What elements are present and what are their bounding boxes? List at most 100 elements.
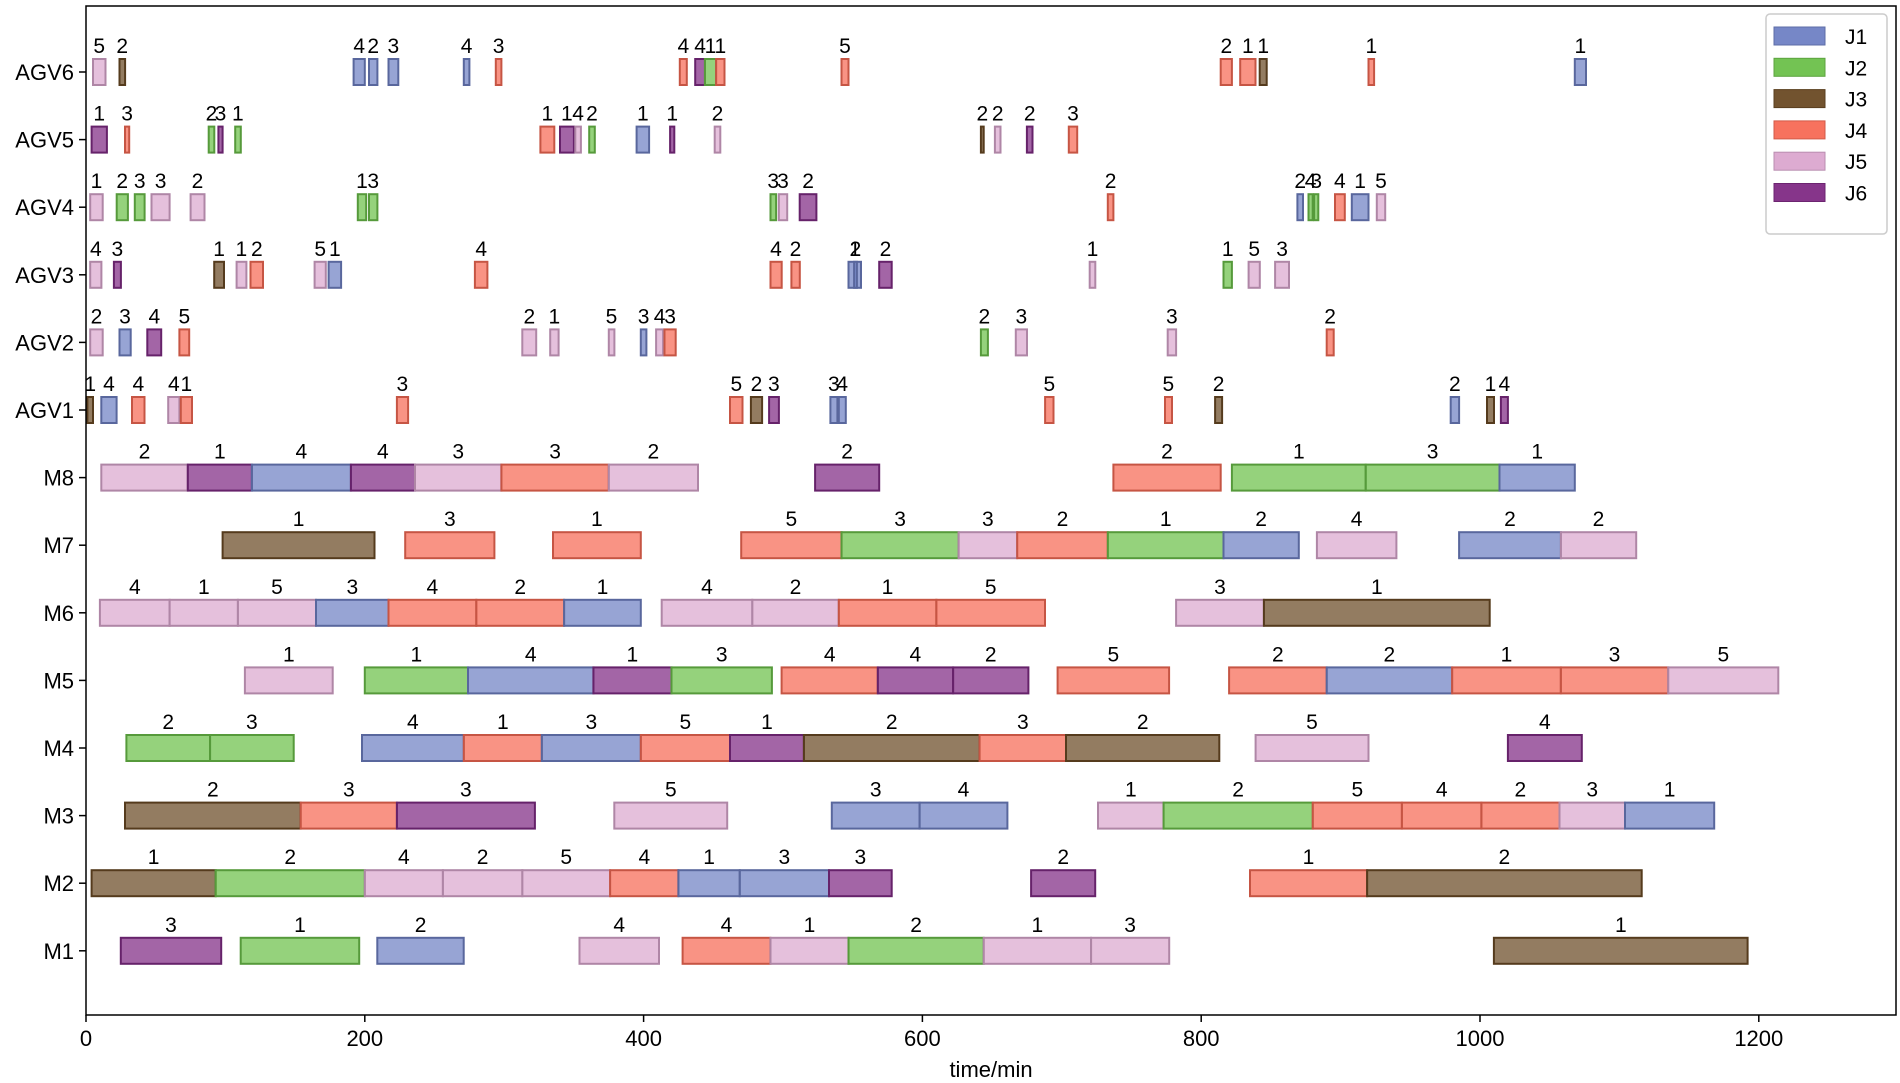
task-label: 1: [1485, 373, 1497, 396]
task-label: 4: [407, 711, 419, 734]
task-bar-agv6-j3: [1258, 58, 1268, 86]
task-bar-agv3-j5: [1274, 260, 1290, 289]
task-label: 1: [283, 643, 295, 666]
task-label: 1: [1257, 35, 1269, 58]
task-label: 5: [1375, 170, 1387, 193]
y-tick-label: M7: [43, 533, 74, 558]
task-label: 1: [1501, 643, 1513, 666]
task-bar-m4-j6: [1506, 734, 1583, 762]
task-bar-m7-j2: [840, 531, 960, 560]
x-tick-label: 1200: [1734, 1026, 1783, 1051]
task-bar-agv1-j1: [829, 396, 839, 424]
task-bar-m1-j4: [681, 936, 772, 965]
task-label: 1: [1293, 441, 1305, 464]
x-axis: 0 200 400 600 800 1000 1200: [80, 1015, 1783, 1051]
task-bar-m5-j5: [243, 666, 334, 695]
task-bar-agv1-j3: [1214, 396, 1224, 424]
task-label: 4: [721, 914, 733, 937]
task-bar-agv1-j1: [837, 396, 847, 424]
task-label: 1: [542, 103, 554, 126]
task-label: 5: [985, 576, 997, 599]
task-label: 2: [1499, 846, 1511, 869]
task-label: 1: [1222, 238, 1234, 261]
task-bar-agv5-j3: [979, 125, 985, 154]
task-bar-m3-j1: [1624, 801, 1716, 830]
legend-label-j4: J4: [1845, 120, 1868, 143]
task-label: 3: [346, 576, 358, 599]
task-bar-agv1-j4: [729, 396, 744, 424]
task-bar-agv2-j4: [1325, 328, 1335, 357]
task-label: 4: [525, 643, 537, 666]
task-label: 2: [1384, 643, 1396, 666]
task-label: 1: [1242, 35, 1254, 58]
task-bar-m2-j6: [828, 869, 893, 898]
task-bar-agv4-j2: [115, 193, 129, 222]
task-label: 5: [560, 846, 572, 869]
task-label: 3: [664, 305, 676, 328]
task-label: 2: [1057, 508, 1069, 531]
task-label: 2: [1057, 846, 1069, 869]
task-label: 1: [549, 305, 561, 328]
task-label: 3: [1609, 643, 1621, 666]
task-bar-m6-j5: [1175, 598, 1265, 627]
task-label: 2: [284, 846, 296, 869]
task-bar-m7-j5: [1315, 531, 1398, 560]
task-bar-agv6-j1: [368, 58, 379, 86]
task-bar-m3-j4: [1480, 801, 1561, 830]
task-label: 3: [767, 170, 779, 193]
task-bar-m4-j4: [639, 734, 731, 762]
task-bar-m8-j6: [349, 463, 416, 492]
task-label: 1: [1160, 508, 1172, 531]
task-bar-agv1-j3: [1486, 396, 1495, 424]
task-label: 2: [207, 779, 219, 802]
plot-area: [86, 6, 1896, 1015]
task-bar-agv3-j6: [112, 260, 122, 289]
task-label: 1: [1354, 170, 1366, 193]
task-bar-m7-j2: [1106, 531, 1225, 560]
task-bar-agv4-j1: [1350, 193, 1370, 222]
task-label: 4: [910, 643, 922, 666]
task-label: 3: [1166, 305, 1178, 328]
task-bar-agv6-j2: [703, 58, 718, 86]
task-label: 3: [121, 103, 133, 126]
task-bar-m8-j1: [1498, 463, 1576, 492]
task-label: 3: [777, 170, 789, 193]
task-bar-agv5-j6: [1025, 125, 1034, 154]
task-label: 4: [427, 576, 439, 599]
task-label: 5: [680, 711, 692, 734]
y-tick-label: AGV4: [15, 195, 74, 220]
task-bar-agv6-j4: [678, 58, 688, 86]
task-label: 4: [148, 305, 160, 328]
task-bar-m5-j4: [1228, 666, 1328, 695]
task-bar-agv3-j6: [878, 260, 893, 289]
task-label: 3: [549, 441, 561, 464]
task-bar-agv6-j4: [715, 58, 726, 86]
task-bar-m6-j5: [751, 598, 840, 627]
task-bar-agv4-j2: [368, 193, 379, 222]
task-label: 5: [786, 508, 798, 531]
task-label: 4: [132, 373, 144, 396]
task-bar-m6-j4: [837, 598, 938, 627]
task-label: 1: [1575, 35, 1587, 58]
legend-swatch-j5: [1773, 151, 1826, 171]
task-bar-m3-j5: [1558, 801, 1626, 830]
task-label: 1: [561, 103, 573, 126]
task-bar-agv2-j5: [89, 328, 104, 357]
task-label: 4: [353, 35, 365, 58]
y-tick-label: M6: [43, 601, 74, 626]
task-bar-m6-j3: [1262, 598, 1491, 627]
task-bar-m1-j1: [376, 936, 465, 965]
task-bar-m6-j4: [387, 598, 478, 627]
task-bar-agv2-j6: [146, 328, 163, 357]
task-label: 1: [705, 35, 717, 58]
task-bar-agv1-j4: [1164, 396, 1173, 424]
task-label: 1: [356, 170, 368, 193]
task-bar-m3-j4: [299, 801, 398, 830]
task-bar-m1-j2: [239, 936, 361, 965]
task-bar-m5-j2: [670, 666, 773, 695]
task-bar-m8-j5: [607, 463, 699, 492]
task-label: 3: [1276, 238, 1288, 261]
task-bar-m3-j1: [918, 801, 1009, 830]
task-bar-m2-j3: [90, 869, 217, 898]
task-bar-agv2-j5: [655, 328, 665, 357]
